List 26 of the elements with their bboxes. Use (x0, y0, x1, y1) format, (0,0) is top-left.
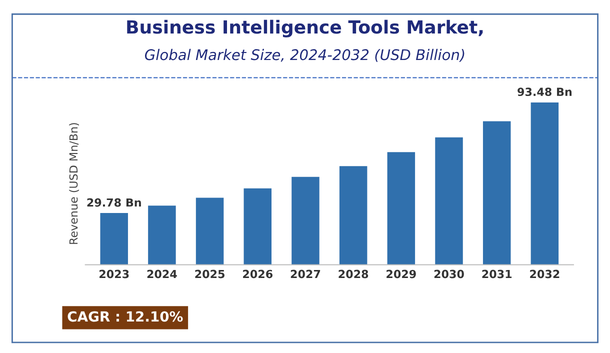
bar (339, 166, 368, 265)
bar (148, 206, 176, 265)
x-tick-label: 2024 (147, 270, 177, 278)
x-tick-label: 2025 (195, 270, 224, 278)
data-label: 93.48 Bn (518, 88, 572, 96)
text: CAGR : 12.10% (68, 311, 183, 322)
x-tick-label: 2030 (434, 270, 464, 278)
x-tick-label: 2023 (100, 270, 129, 278)
chart-subtitle: Global Market Size, 2024-2032 (USD Billion) (144, 48, 464, 62)
x-tick-label: 2029 (386, 270, 416, 278)
x-tick-label: 2032 (530, 270, 560, 278)
x-tick-label: 2026 (243, 270, 272, 278)
chart-title: Business Intelligence Tools Market, (127, 20, 483, 38)
x-tick-label: 2031 (482, 270, 512, 278)
bar (435, 137, 463, 265)
bar (244, 188, 272, 265)
bar (530, 102, 559, 265)
data-label: 29.78 Bn (87, 198, 141, 207)
bar (196, 198, 224, 265)
x-tick-label: 2028 (338, 270, 368, 278)
y-axis-title: Revenue (USD Mn/Bn) (69, 123, 79, 244)
bar (292, 176, 320, 265)
bar (100, 213, 128, 265)
x-tick-label: 2027 (290, 270, 320, 278)
bar (387, 152, 416, 265)
bar (482, 121, 511, 265)
